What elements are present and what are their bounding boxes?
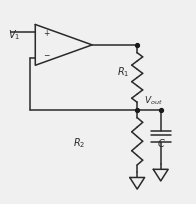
Text: −: − <box>43 52 49 61</box>
Text: $R_1$: $R_1$ <box>117 65 129 79</box>
Text: $V_{out}$: $V_{out}$ <box>144 95 163 107</box>
Text: $V_1$: $V_1$ <box>8 28 20 42</box>
Text: +: + <box>43 29 49 38</box>
Text: $C$: $C$ <box>157 137 166 149</box>
Text: $R_2$: $R_2$ <box>73 136 85 150</box>
